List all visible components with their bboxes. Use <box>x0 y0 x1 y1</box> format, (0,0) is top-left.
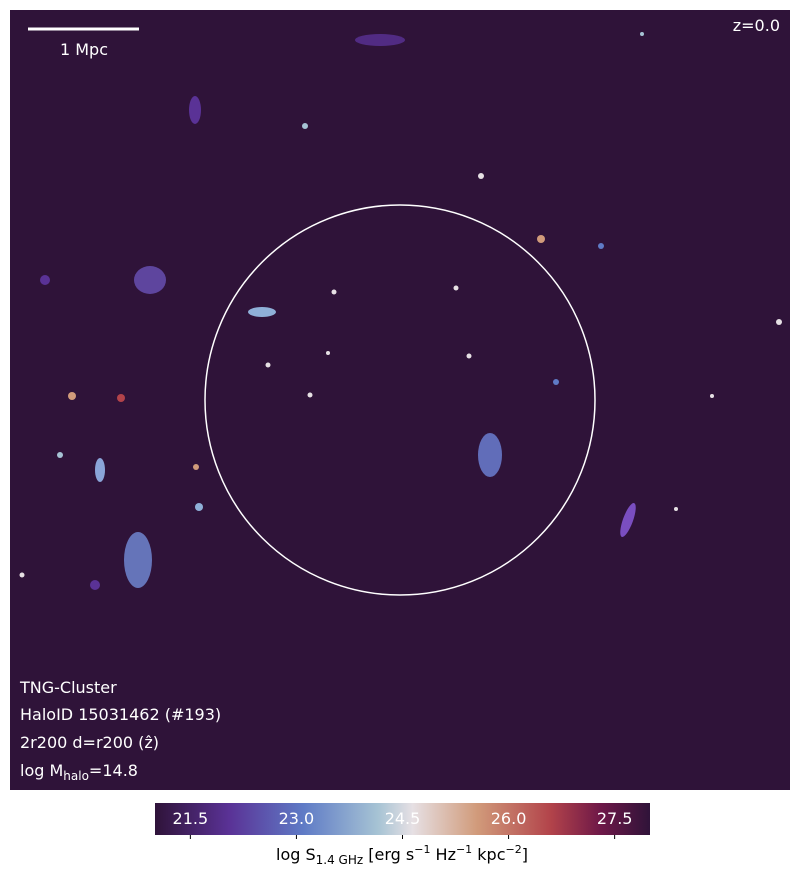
info-line: TNG-Cluster <box>19 678 117 697</box>
text: [erg s <box>363 845 414 864</box>
colorbar-ticks: 21.5 23.0 24.5 26.0 27.5 <box>173 809 633 839</box>
text: log S <box>276 845 316 864</box>
colorbar-label: log S1.4 GHz [erg s−1 Hz−1 kpc−2] <box>276 843 528 867</box>
text: =14.8 <box>89 761 138 780</box>
text: kpc <box>472 845 505 864</box>
mass-line: log Mhalo=14.8 <box>20 761 138 783</box>
info-line: 2r200 d=r200 (ẑ) <box>20 733 159 752</box>
text: log M <box>20 761 63 780</box>
colorbar <box>155 803 650 835</box>
r200-circle <box>204 204 596 596</box>
superscript: −1 <box>414 843 430 856</box>
text: Hz <box>430 845 456 864</box>
sources <box>19 32 782 590</box>
redshift: z=0.0 <box>733 16 780 35</box>
tick-label: 27.5 <box>597 809 633 828</box>
tick-label: 21.5 <box>173 809 209 828</box>
tick-label: 26.0 <box>491 809 527 828</box>
tick-label: 23.0 <box>279 809 315 828</box>
scale-label: 1 Mpc <box>60 40 108 59</box>
subscript: 1.4 GHz <box>316 853 364 867</box>
map <box>10 10 790 790</box>
tick-label: 24.5 <box>385 809 421 828</box>
superscript: −1 <box>456 843 472 856</box>
subscript: halo <box>63 769 89 783</box>
info-line: HaloID 15031462 (#193) <box>20 705 221 724</box>
superscript: −2 <box>506 843 522 856</box>
text: ] <box>522 845 528 864</box>
